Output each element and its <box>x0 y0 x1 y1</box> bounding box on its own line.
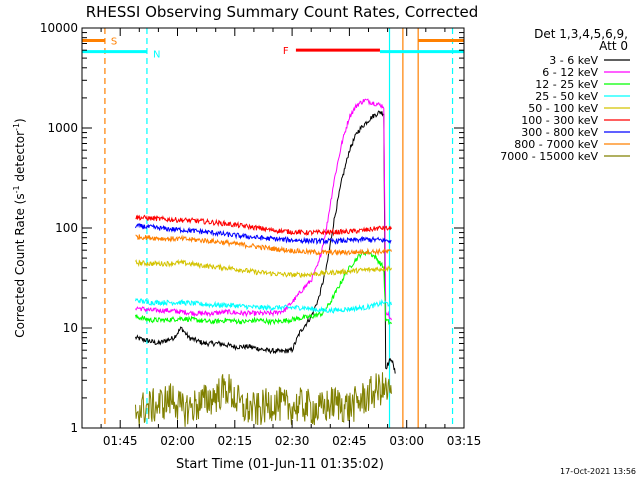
series-25-50-kev <box>135 297 392 314</box>
legend-label-3-6-kev: 3 - 6 keV <box>549 54 598 67</box>
footer-date: 17-Oct-2021 13:56 <box>560 467 636 476</box>
x-axis: 01:45 02:00 02:15 02:30 02:45 03:00 03:15 <box>81 28 482 448</box>
series-50-100-kev <box>135 258 392 278</box>
legend-title-line2: Att 0 <box>599 39 628 53</box>
x-axis-label: Start Time (01-Jun-11 01:35:02) <box>176 457 384 472</box>
y-tick-label: 1000 <box>47 121 78 135</box>
y-axis-label-end: ) <box>13 118 27 123</box>
series-3-6-kev <box>135 110 396 374</box>
x-tick-label: 03:15 <box>447 434 482 448</box>
y-axis-label-exp2: -1 <box>12 123 21 131</box>
series-800-7000-kev <box>135 234 392 257</box>
series-7000-15000-kev <box>135 372 392 427</box>
y-tick-label: 100 <box>55 221 78 235</box>
annotation-f-label: F <box>283 46 289 57</box>
x-tick-label: 03:00 <box>389 434 424 448</box>
legend-label-6-12-kev: 6 - 12 keV <box>542 66 598 79</box>
legend-label-50-100-kev: 50 - 100 keV <box>528 102 598 115</box>
chart-title: RHESSI Observing Summary Count Rates, Co… <box>86 3 479 21</box>
y-tick-label: 10000 <box>40 21 78 35</box>
legend-label-12-25-kev: 12 - 25 keV <box>535 78 598 91</box>
series-300-800-kev <box>135 223 392 245</box>
y-tick-label: 1 <box>70 421 78 435</box>
y-axis-label-exp1: -1 <box>12 185 21 193</box>
legend-label-25-50-kev: 25 - 50 keV <box>535 90 598 103</box>
series-6-12-kev <box>135 98 392 321</box>
y-axis-label-main: Corrected Count Rate (s <box>13 193 27 337</box>
y-axis: 1 10 100 1000 10000 <box>40 21 464 435</box>
legend-title-line1: Det 1,3,4,5,6,9, <box>534 27 628 41</box>
legend-label-100-300-kev: 100 - 300 keV <box>521 114 598 127</box>
y-tick-label: 10 <box>63 321 78 335</box>
annotation-s-label: S <box>111 36 117 47</box>
plot-annotations: S N F <box>82 36 464 61</box>
legend-label-300-800-kev: 300 - 800 keV <box>521 126 598 139</box>
y-axis-label-mid: detector <box>13 131 27 186</box>
legend-label-7000-15000-kev: 7000 - 15000 keV <box>500 150 598 163</box>
x-tick-label: 01:45 <box>103 434 138 448</box>
y-axis-label: Corrected Count Rate (s-1 detector-1) <box>12 118 27 337</box>
x-tick-label: 02:30 <box>275 434 310 448</box>
x-tick-label: 02:15 <box>218 434 253 448</box>
x-tick-label: 02:45 <box>332 434 367 448</box>
plot-series <box>135 98 396 427</box>
annotation-n-label: N <box>153 50 160 61</box>
legend-label-800-7000-kev: 800 - 7000 keV <box>514 138 598 151</box>
x-tick-label: 02:00 <box>160 434 195 448</box>
series-12-25-kev <box>135 249 392 326</box>
series-100-300-kev <box>135 214 392 237</box>
